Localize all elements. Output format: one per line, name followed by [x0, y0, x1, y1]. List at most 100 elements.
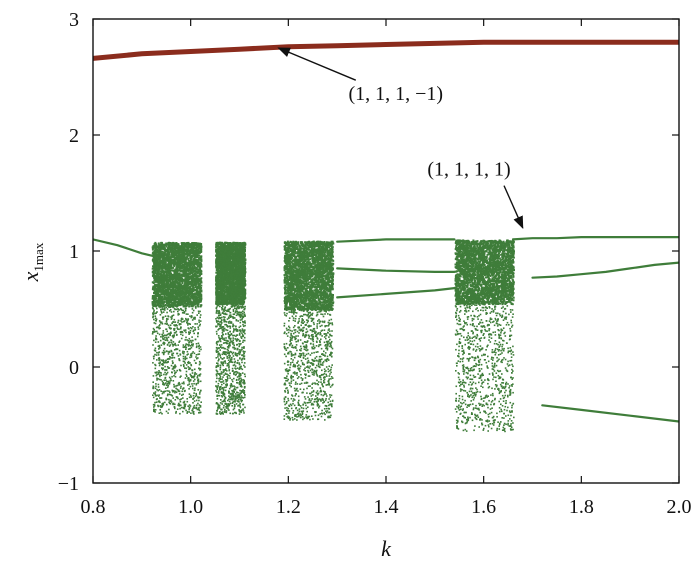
chaotic-point	[182, 355, 185, 358]
chaotic-point	[162, 298, 165, 301]
chaotic-point	[193, 392, 195, 394]
chaotic-point	[188, 396, 191, 399]
chaotic-point	[198, 411, 201, 414]
chaotic-point	[179, 383, 181, 386]
chaotic-point	[193, 352, 196, 355]
chaotic-point	[184, 339, 187, 341]
chaotic-point	[182, 397, 184, 399]
chaotic-point	[185, 302, 188, 305]
chaotic-point	[192, 330, 194, 333]
chaotic-point	[173, 269, 176, 272]
chaotic-point	[225, 246, 228, 249]
chaotic-point	[236, 259, 239, 262]
chaotic-point	[180, 375, 182, 377]
chaotic-point	[188, 383, 191, 385]
chaotic-point	[196, 255, 199, 257]
chaotic-point	[200, 295, 203, 298]
chaotic-point	[192, 394, 195, 397]
chaotic-point	[181, 394, 183, 396]
chaotic-point	[183, 287, 186, 290]
chaotic-point	[155, 299, 158, 302]
chaotic-point	[198, 374, 201, 376]
chaotic-point	[198, 295, 201, 298]
chaotic-point	[166, 323, 168, 325]
chaotic-point	[160, 411, 162, 414]
chaotic-point	[173, 383, 175, 386]
chaotic-point	[168, 358, 171, 360]
chaotic-point	[185, 278, 188, 281]
chaotic-point	[154, 293, 157, 295]
chaotic-point	[172, 390, 175, 392]
chaotic-point	[168, 278, 171, 280]
chaotic-point	[242, 303, 245, 305]
chaotic-point	[173, 295, 176, 298]
chaotic-point	[169, 278, 172, 281]
chaotic-point	[183, 270, 185, 273]
chaotic-point	[171, 322, 173, 324]
chaotic-point	[219, 296, 222, 299]
chaotic-point	[189, 315, 191, 317]
chaotic-point	[198, 412, 200, 414]
chaotic-point	[160, 301, 163, 304]
chaotic-point	[166, 294, 169, 297]
chaotic-point	[165, 282, 168, 285]
chaotic-point	[199, 262, 202, 265]
chaotic-point	[157, 378, 159, 380]
chaotic-point	[197, 284, 200, 287]
chaotic-point	[180, 364, 182, 367]
chaotic-point	[171, 249, 174, 252]
chaotic-point	[179, 255, 182, 258]
chaotic-point	[170, 272, 172, 275]
chaotic-point	[188, 286, 191, 289]
chaotic-point	[188, 303, 191, 306]
chaotic-point	[151, 301, 154, 303]
chaotic-point	[223, 292, 226, 295]
chaotic-point	[194, 318, 196, 320]
chaotic-point	[198, 360, 201, 363]
chaotic-point	[170, 274, 173, 277]
chaotic-point	[197, 282, 200, 285]
chaotic-point	[197, 397, 200, 399]
chaotic-point	[176, 348, 179, 350]
chaotic-point	[184, 403, 186, 406]
chaotic-point	[187, 273, 190, 276]
chaotic-point	[158, 347, 161, 349]
chaotic-point	[188, 322, 190, 325]
chaotic-point	[181, 288, 184, 291]
chaotic-point	[181, 266, 184, 269]
chaotic-point	[156, 377, 158, 380]
chaotic-point	[169, 356, 171, 358]
chaotic-point	[191, 277, 194, 280]
chaotic-point	[197, 389, 200, 391]
chaotic-point	[153, 279, 156, 282]
chaotic-point	[199, 270, 202, 273]
chaotic-point	[156, 394, 158, 397]
chaotic-point	[159, 362, 161, 365]
chaotic-point	[158, 294, 161, 297]
chaotic-point	[163, 272, 165, 275]
chaotic-point	[168, 304, 171, 307]
chaotic-point	[156, 279, 158, 282]
chaotic-point	[162, 403, 165, 406]
chaotic-point	[173, 285, 176, 287]
chaotic-point	[189, 367, 192, 370]
chaotic-point	[192, 294, 195, 297]
chaotic-point	[166, 292, 169, 295]
chaotic-point	[165, 243, 168, 246]
chaotic-point	[190, 262, 192, 264]
chaotic-point	[184, 344, 187, 347]
chaotic-point	[154, 263, 157, 266]
chaotic-point	[152, 307, 154, 310]
chaotic-point	[164, 339, 167, 341]
chaotic-point	[200, 284, 203, 287]
chaotic-point	[169, 280, 171, 283]
chaotic-point	[163, 383, 166, 385]
chaotic-point	[192, 406, 195, 409]
chaotic-point	[171, 395, 174, 397]
chaotic-point	[164, 276, 167, 279]
chaotic-point	[172, 291, 175, 294]
chaotic-point	[183, 364, 185, 367]
chaotic-point	[164, 277, 167, 280]
chaotic-point	[152, 385, 155, 388]
chaotic-point	[187, 270, 190, 273]
